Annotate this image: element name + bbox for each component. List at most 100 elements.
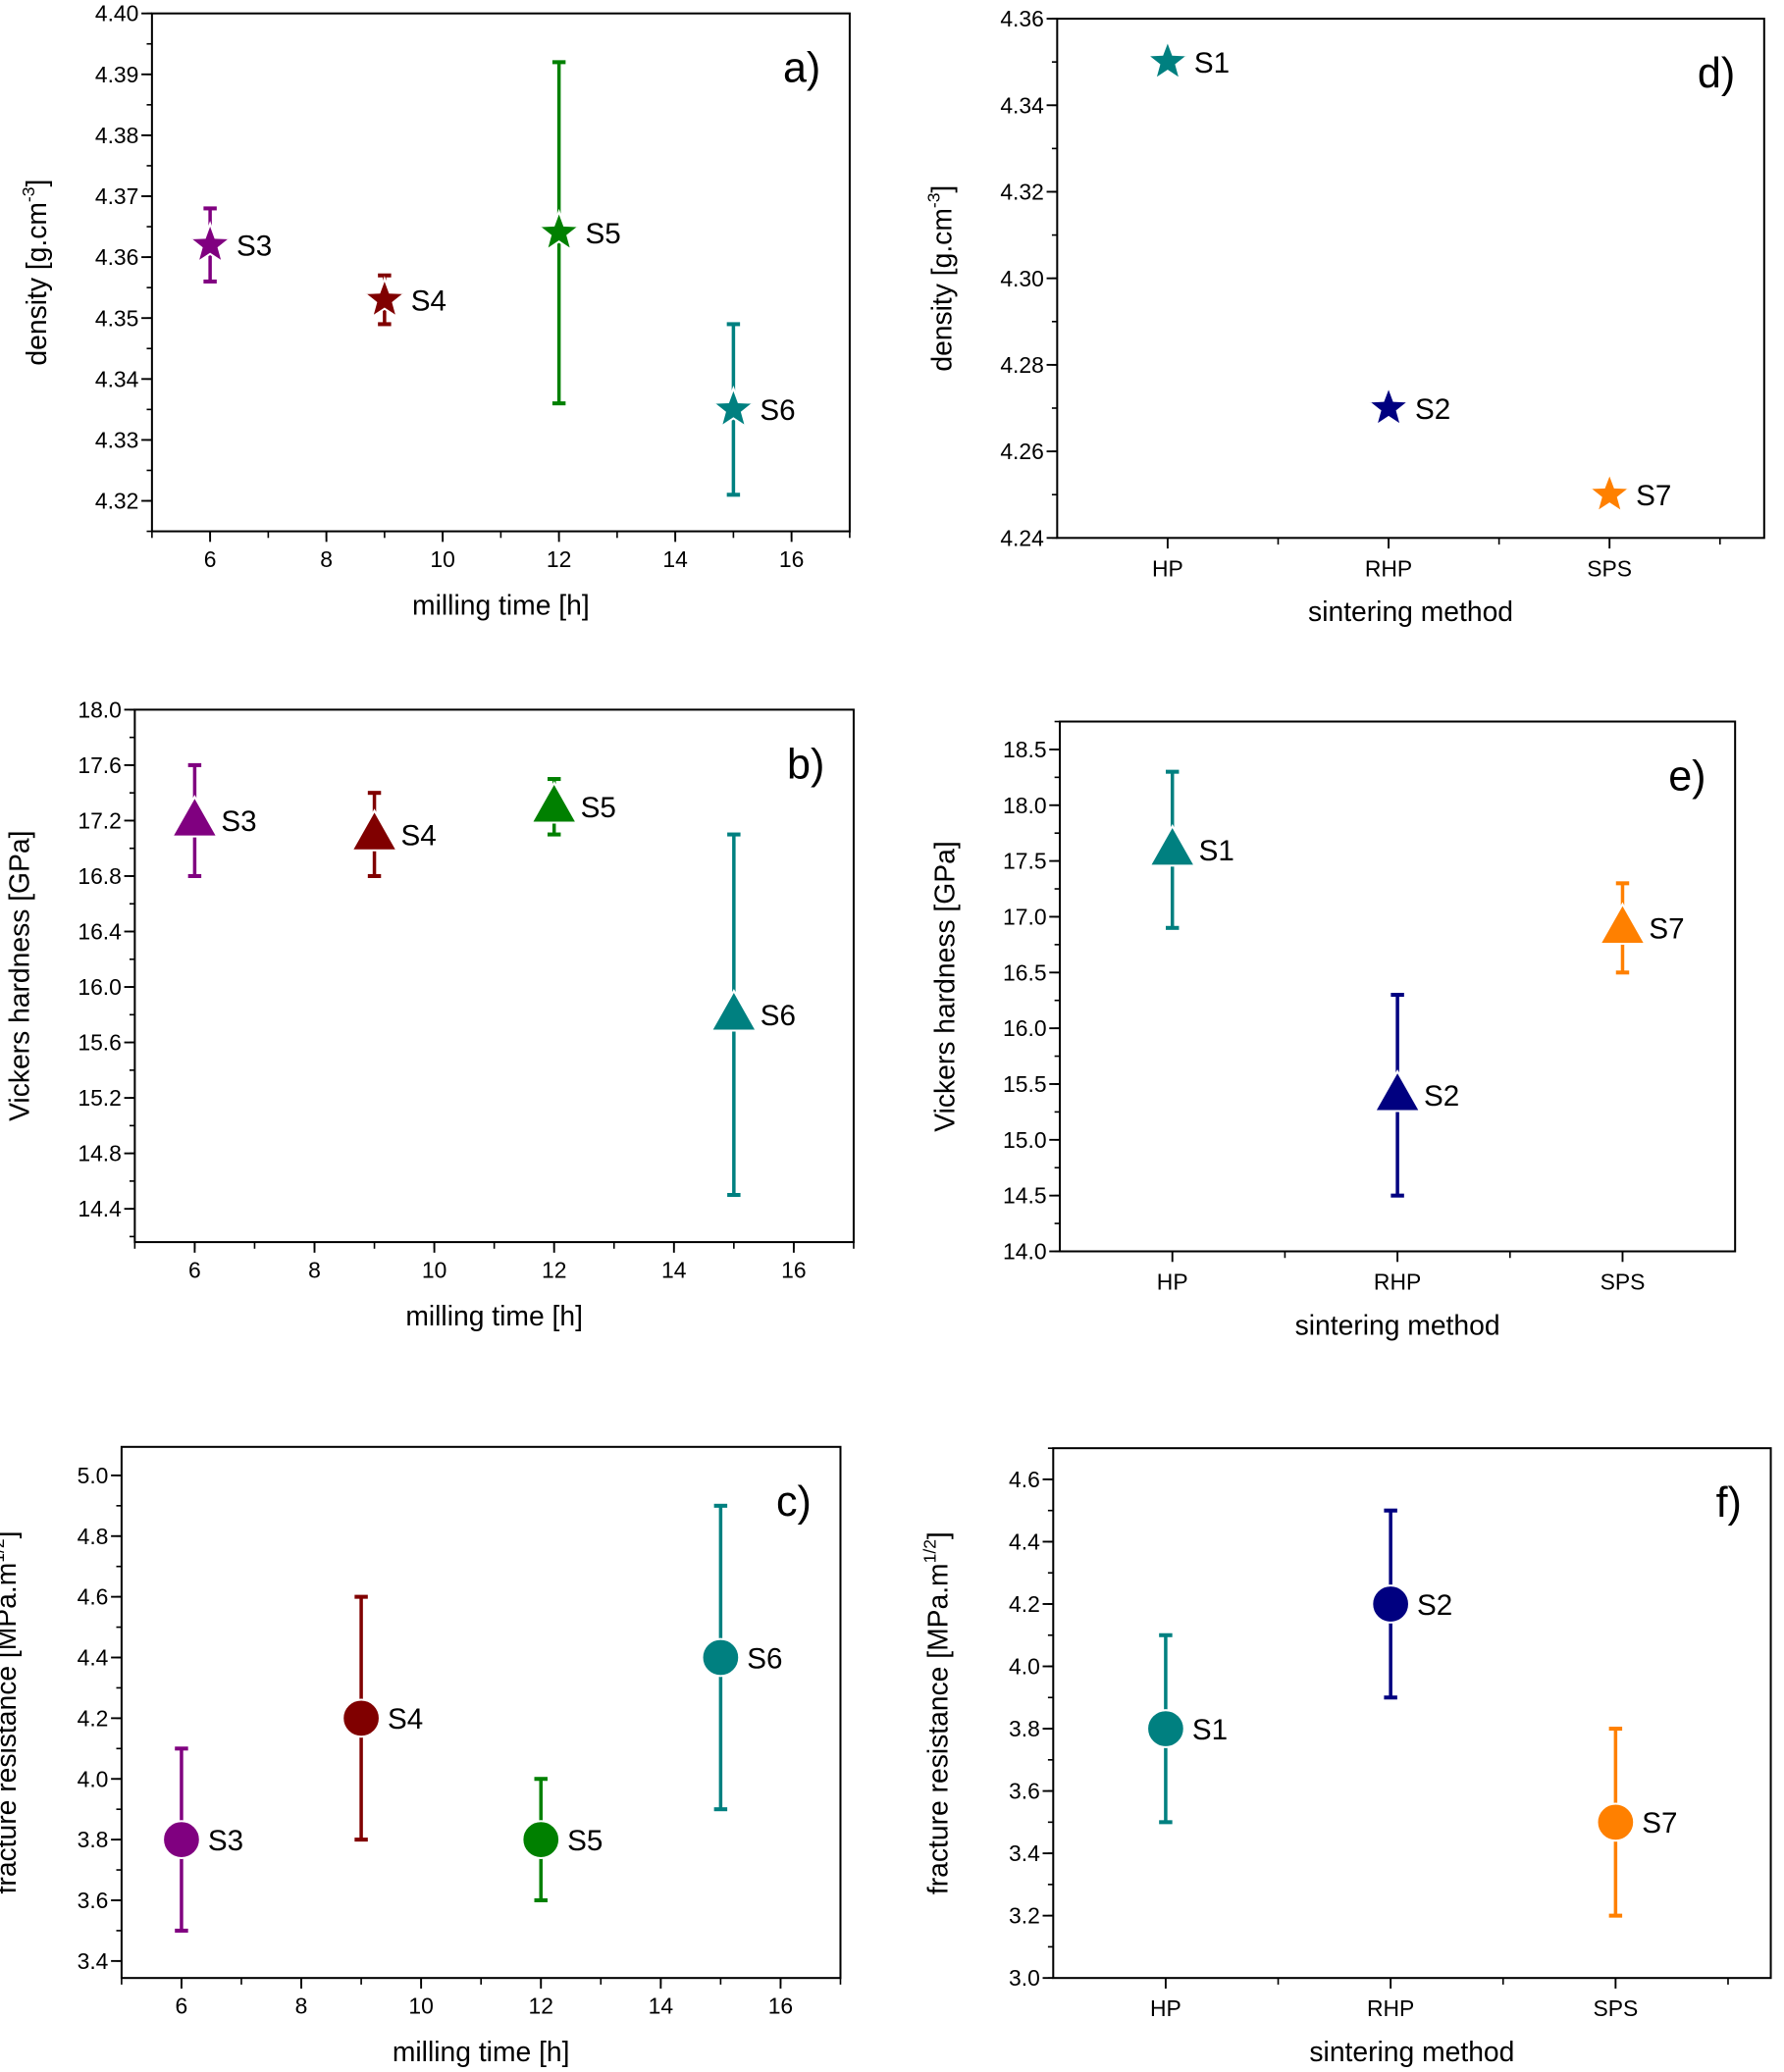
data-point-S7: S7	[1598, 881, 1685, 975]
y-tick-label: 14.4	[78, 1196, 122, 1221]
triangle-marker	[170, 795, 220, 838]
y-tick-label: 4.8	[78, 1524, 109, 1549]
y-axis-label-end: ]	[922, 1531, 954, 1539]
y-tick-label: 4.4	[1009, 1529, 1040, 1555]
y-axis-label: fracture resistance [MPa.m1/2]	[0, 1531, 22, 1894]
y-tick-label: 3.6	[78, 1888, 109, 1913]
triangle-marker	[1373, 1069, 1422, 1113]
panel-c: 3.4 3.6 3.8 4.0 4.2 4.4 4.6 4.8 5.0 6 8 10 12 14 16 mil…	[0, 1445, 842, 2067]
y-tick-label: 3.0	[1009, 1965, 1040, 1991]
x-tick-label: 6	[176, 1994, 188, 2019]
data-point-S1: S1	[1148, 769, 1234, 930]
y-tick-label: 4.28	[1000, 352, 1044, 378]
panel-b: 14.4 14.8 15.2 15.6 16.0 16.4 16.8 17.2 17.6 18.0…	[4, 697, 855, 1331]
point-label: S6	[761, 1000, 796, 1032]
y-tick-label: 15.5	[1003, 1071, 1047, 1097]
x-tick-label: HP	[1152, 555, 1183, 581]
x-tick-label: 8	[320, 546, 333, 572]
point-label: S4	[400, 819, 436, 852]
y-tick-label: 4.6	[78, 1584, 109, 1610]
x-tick-label: 14	[661, 1257, 687, 1282]
data-point-S3: S3	[170, 762, 257, 878]
data-point-S2: S2	[1373, 993, 1459, 1198]
data-point-S7: S7	[1587, 470, 1671, 514]
x-axis-label: sintering method	[1295, 1309, 1500, 1340]
y-axis-label-superscript: 1/2	[0, 1538, 8, 1562]
y-tick-label: 4.36	[1000, 6, 1044, 31]
point-label: S4	[411, 285, 446, 317]
star-marker	[1587, 470, 1633, 514]
y-tick-label: 4.36	[95, 244, 139, 270]
plot-frame	[133, 708, 855, 1244]
data-point-S2: S2	[1371, 1508, 1452, 1700]
star-marker	[361, 276, 408, 320]
y-tick-label: 4.24	[1000, 525, 1044, 550]
x-tick-label: 8	[308, 1257, 321, 1282]
y-tick-label: 4.35	[95, 305, 139, 331]
y-tick-label: 4.2	[78, 1705, 109, 1731]
star-marker	[1144, 37, 1191, 81]
y-tick-label: 4.32	[1000, 180, 1044, 205]
triangle-marker	[709, 989, 759, 1032]
triangle-marker	[530, 781, 579, 824]
data-point-S6: S6	[701, 1503, 783, 1812]
y-axis-label-main: fracture resistance [MPa.m	[922, 1563, 954, 1894]
point-label: S6	[747, 1642, 782, 1675]
y-axis-label: Vickers hardness [GPa]	[4, 831, 35, 1121]
y-tick-label: 4.32	[95, 489, 139, 514]
point-label: S5	[567, 1825, 603, 1857]
y-tick-label: 15.6	[78, 1030, 122, 1056]
x-tick-label: 12	[547, 546, 571, 572]
y-axis-label: fracture resistance [MPa.m1/2]	[919, 1531, 953, 1894]
point-label: S7	[1636, 480, 1671, 512]
point-label: S1	[1199, 835, 1234, 867]
y-tick-label: 4.4	[78, 1645, 109, 1671]
y-tick-label: 4.34	[1000, 92, 1044, 118]
y-tick-label: 3.6	[1009, 1779, 1040, 1804]
y-axis-label-superscript: -3	[923, 193, 943, 209]
y-tick-label: 3.4	[1009, 1840, 1040, 1866]
point-label: S7	[1642, 1807, 1677, 1839]
circle-marker	[162, 1820, 201, 1859]
y-axis-label-end: ]	[926, 185, 958, 193]
data-point-S5: S5	[530, 777, 616, 837]
y-tick-label: 3.4	[78, 1948, 109, 1974]
data-point-S3: S3	[186, 206, 272, 284]
data-point-S5: S5	[536, 60, 621, 406]
point-label: S2	[1415, 393, 1450, 426]
y-tick-label: 4.38	[95, 123, 139, 148]
circle-marker	[341, 1698, 381, 1738]
data-point-S6: S6	[709, 832, 796, 1198]
x-tick-label: 6	[204, 546, 217, 572]
data-point-S6: S6	[710, 322, 796, 497]
y-axis-label-superscript: -3	[19, 187, 38, 203]
y-tick-label: 4.0	[78, 1766, 109, 1791]
x-tick-label: 10	[408, 1994, 433, 2019]
circle-marker	[1596, 1802, 1636, 1842]
circle-marker	[1146, 1709, 1185, 1748]
y-tick-label: 5.0	[78, 1463, 109, 1488]
y-tick-label: 4.6	[1009, 1467, 1040, 1492]
y-tick-label: 4.39	[95, 62, 139, 87]
y-tick-label: 16.4	[78, 919, 122, 945]
data-point-S4: S4	[361, 273, 446, 327]
data-point-S1: S1	[1144, 37, 1230, 81]
y-axis-label-main: Vickers hardness [GPa]	[4, 831, 35, 1121]
x-tick-label: 14	[662, 546, 688, 572]
panel-label: b)	[787, 741, 824, 788]
panel-f: 3.0 3.2 3.4 3.6 3.8 4.0 4.2 4.4 4.6 HP RHP SPS sinte…	[919, 1447, 1772, 2067]
y-tick-label: 14.0	[1003, 1239, 1047, 1265]
y-tick-label: 4.30	[1000, 266, 1044, 291]
y-tick-label: 4.33	[95, 427, 139, 452]
x-tick-label: SPS	[1600, 1269, 1646, 1295]
x-tick-label: HP	[1150, 1995, 1181, 2021]
point-label: S3	[236, 230, 272, 262]
x-tick-label: SPS	[1593, 1995, 1638, 2021]
y-tick-label: 3.8	[1009, 1716, 1040, 1741]
panel-label: d)	[1698, 50, 1735, 97]
x-tick-label: 16	[781, 1257, 806, 1282]
y-axis-label-main: fracture resistance [MPa.m	[0, 1563, 22, 1894]
y-axis-label: density [g.cm-3]	[923, 185, 957, 372]
y-tick-label: 3.8	[78, 1827, 109, 1852]
